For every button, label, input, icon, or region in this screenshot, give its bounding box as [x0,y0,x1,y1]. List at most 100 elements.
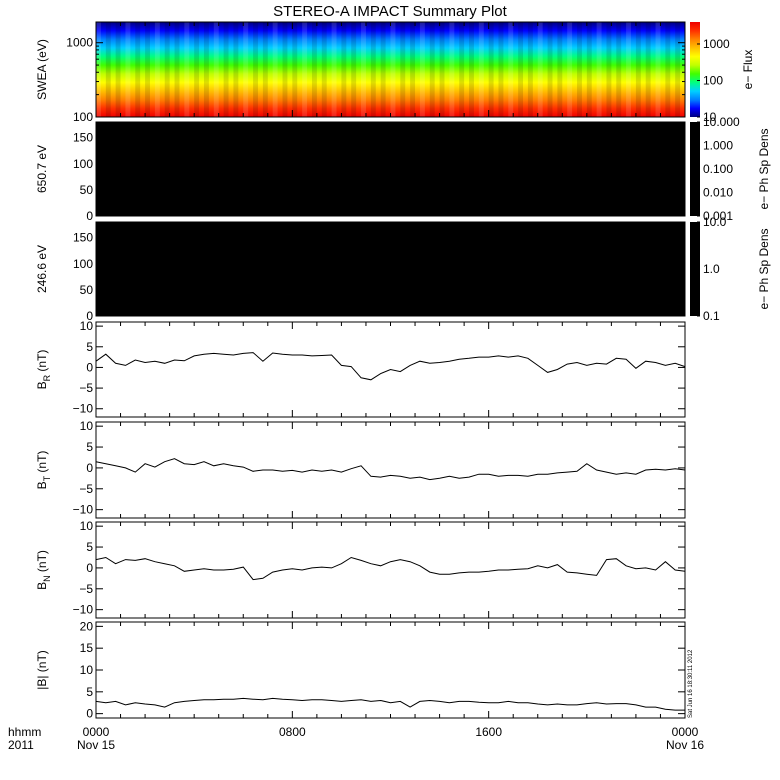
texture-column [105,22,111,117]
y-tick-label: 150 [73,231,93,245]
bmag-series-line [95,697,685,711]
texture-column [223,22,229,117]
colorbar-tick-label: 1.0 [703,262,720,276]
texture-column [606,22,612,117]
colorbar-tick-label: 1000 [703,37,730,51]
texture-column [96,22,101,117]
panel-swea: 10 100 1000 e− Flux 100 1000 SWEA (eV) [35,21,755,124]
y-axis-label-sub: R [42,374,52,381]
panel-br: −10 −5 0 5 10 BR (nT) [35,319,686,418]
x-date-label: Nov 16 [666,738,704,752]
y-tick-label: −5 [79,482,93,496]
y-tick-label: 10 [80,519,94,533]
y-axis-label: BT (nT) [35,451,52,490]
br-series-line [95,352,686,381]
texture-column [154,22,160,117]
y-tick-label: 0 [86,309,93,323]
y-axis-label-sub: T [42,475,52,481]
y-axis-label-unit: (nT) [35,350,49,375]
colorbar-tick-label: 0.100 [703,162,733,176]
colorbar-tick-label: 10.0 [703,215,727,229]
y-tick-label: 50 [80,183,94,197]
texture-column [203,22,209,117]
texture-column [233,22,239,117]
timestamp-label: Sat Jun 16 18:30:11 2012 [688,649,694,718]
texture-column [429,22,435,117]
y-axis-label-unit: (nT) [35,550,49,575]
texture-column [282,22,288,117]
spectrogram-texture [96,22,681,117]
texture-column [302,22,308,117]
y-tick-label: 1000 [66,36,93,50]
texture-column [547,22,553,117]
texture-column [635,22,641,117]
colorbar-tick-label: 10.000 [703,115,740,129]
texture-column [655,22,661,117]
x-date-label: Nov 15 [77,738,115,752]
texture-column [321,22,327,117]
texture-column [174,22,180,117]
texture-column [292,22,298,117]
y-tick-label: −5 [79,582,93,596]
colorbar-label: e− Ph Sp Dens [757,128,771,209]
texture-column [145,22,150,117]
y-tick-label: 150 [73,131,93,145]
texture-column [616,22,622,117]
y-tick-label: 10 [80,419,94,433]
y-tick-label: 100 [73,257,93,271]
texture-column [184,22,190,117]
y-tick-label: 15 [80,641,94,655]
texture-column [498,22,504,117]
texture-column [557,22,563,117]
y-axis-label-sub: N [42,575,52,582]
texture-column [341,22,347,117]
texture-column [596,22,602,117]
texture-column [419,22,425,117]
colorbar-tick-label: 100 [703,73,723,87]
texture-column [331,22,337,117]
y-axis-label-unit: (nT) [35,451,49,476]
y-tick-label: 0 [86,360,93,374]
texture-column [253,22,258,117]
panel-bmag: 0 5 10 15 20 |B| (nT) [35,619,686,721]
y-tick-label: 100 [73,110,93,124]
texture-column [243,22,249,117]
texture-column [361,22,366,117]
y-tick-label: 0 [86,561,93,575]
pad246-spectrogram [96,222,685,316]
texture-column [272,22,278,117]
texture-column [488,22,494,117]
y-axis-label: BN (nT) [35,550,52,590]
colorbar-tick-label: 0.001 [703,209,733,223]
texture-column [115,22,121,117]
y-axis-label: |B| (nT) [35,650,49,690]
y-tick-label: −10 [73,503,94,517]
y-tick-label: −10 [73,603,94,617]
texture-column [400,22,406,117]
bt-series-line [95,458,686,481]
y-tick-label: 10 [80,319,94,333]
texture-column [125,22,131,117]
panel-frame [95,621,686,719]
texture-column [518,22,524,117]
y-axis-label: 650.7 eV [35,145,49,193]
y-tick-label: 0 [86,461,93,475]
colorbar-tick-label: 10 [703,110,717,124]
y-tick-label: 20 [80,619,94,633]
bn-series-line [95,556,686,581]
texture-column [577,22,582,117]
y-axis-label: BR (nT) [35,350,52,390]
texture-column [675,22,681,117]
x-tick-label: 0000 [83,725,110,739]
plot-title: STEREO-A IMPACT Summary Plot [273,3,507,20]
texture-column [459,22,465,117]
texture-column [567,22,573,117]
texture-column [626,22,632,117]
x-row-label: hhmm [8,725,41,739]
colorbar-label: e− Ph Sp Dens [757,228,771,309]
y-tick-label: 5 [86,340,93,354]
y-tick-label: 5 [86,440,93,454]
panel-bn: −10 −5 0 5 10 BN (nT) [35,519,686,619]
